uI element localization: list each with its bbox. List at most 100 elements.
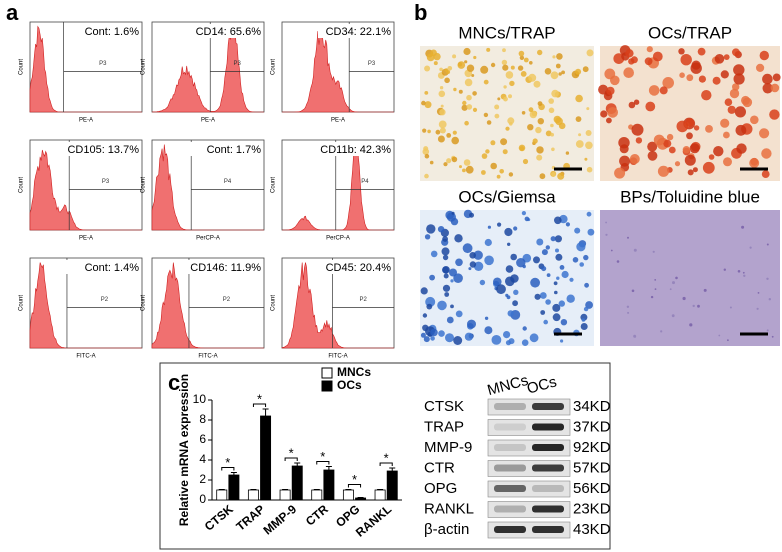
bar: [355, 497, 367, 501]
error-bar: [357, 497, 364, 498]
cell: [433, 61, 438, 66]
cell: [426, 303, 433, 310]
cell: [669, 288, 672, 291]
histogram: [29, 149, 142, 231]
band: [494, 526, 526, 533]
cell: [486, 47, 491, 52]
cell: [551, 172, 556, 177]
protein-label: TRAP: [424, 418, 464, 435]
cell: [654, 279, 657, 281]
cell: [443, 162, 448, 167]
cell: [458, 89, 463, 94]
label-bg: [318, 24, 392, 38]
cell: [502, 64, 509, 71]
cell: [550, 123, 554, 128]
cell: [690, 62, 702, 74]
cell: [585, 130, 592, 136]
histogram: [151, 144, 264, 231]
cell: [569, 277, 574, 282]
bar: [342, 489, 354, 501]
cell: [466, 64, 475, 72]
histogram: [282, 144, 394, 231]
cell: [453, 273, 463, 284]
cell: [633, 334, 637, 338]
cell: [473, 55, 477, 60]
panel-c-frame: [159, 362, 611, 550]
x-axis-label: PerCP-A: [196, 236, 220, 242]
cell: [512, 300, 518, 307]
cell: [528, 73, 537, 82]
cell: [732, 48, 740, 57]
cell: [421, 100, 426, 106]
cell: [652, 51, 663, 62]
cell: [644, 57, 653, 66]
cell: [552, 55, 556, 59]
cell: [697, 304, 700, 308]
cell: [762, 73, 773, 85]
cell: [548, 98, 554, 104]
cell: [646, 46, 653, 53]
cell: [510, 253, 517, 261]
cell: [446, 158, 452, 164]
cell: [675, 276, 678, 280]
gate-label: P2: [101, 297, 109, 303]
y-axis-label: Count: [19, 177, 25, 193]
cell: [698, 75, 707, 83]
lane-header: OCs: [525, 373, 558, 397]
cell: [524, 216, 530, 222]
bracket: [284, 457, 298, 461]
cell: [442, 236, 448, 242]
cell: [466, 104, 473, 110]
error-bar: [389, 467, 396, 471]
cell: [490, 140, 496, 146]
cell: [692, 167, 698, 173]
cell: [697, 47, 706, 56]
error-bar: [294, 462, 301, 466]
cell: [650, 295, 654, 299]
cell: [497, 222, 502, 227]
cell: [645, 101, 656, 112]
cell: [616, 260, 620, 263]
cell: [619, 144, 629, 154]
y-tick-label: 2: [199, 472, 206, 486]
cell: [585, 141, 593, 150]
cell: [729, 306, 732, 309]
cell: [678, 48, 685, 55]
cell: [529, 61, 533, 65]
flow-label: Cont: 1.6%: [85, 26, 140, 38]
bracket: [252, 403, 267, 407]
cell: [473, 250, 483, 260]
cell: [440, 104, 444, 108]
cell: [443, 273, 449, 279]
cell: [550, 236, 556, 242]
cell: [733, 64, 745, 76]
cell: [450, 217, 459, 226]
cell: [424, 173, 429, 179]
bar: [386, 470, 398, 501]
histogram: [281, 262, 394, 349]
cell: [557, 172, 565, 180]
cell: [529, 333, 539, 343]
cell: [519, 146, 525, 151]
cell: [772, 73, 781, 82]
cell: [469, 261, 477, 268]
bracket: [221, 467, 235, 471]
flow-label: CD11b: 42.3%: [320, 144, 391, 156]
band: [494, 485, 526, 492]
cell: [687, 169, 694, 176]
cell: [633, 248, 637, 252]
cell: [692, 304, 695, 308]
cell: [766, 243, 769, 246]
cell: [473, 261, 484, 271]
cell: [663, 139, 672, 148]
cell: [718, 334, 721, 337]
cell: [555, 63, 561, 69]
cell: [464, 332, 473, 341]
y-tick-label: 10: [193, 392, 207, 406]
cell: [575, 94, 583, 103]
cell: [686, 74, 694, 82]
cell: [647, 141, 658, 152]
cell: [750, 115, 759, 125]
protein-label: MMP-9: [424, 439, 472, 456]
